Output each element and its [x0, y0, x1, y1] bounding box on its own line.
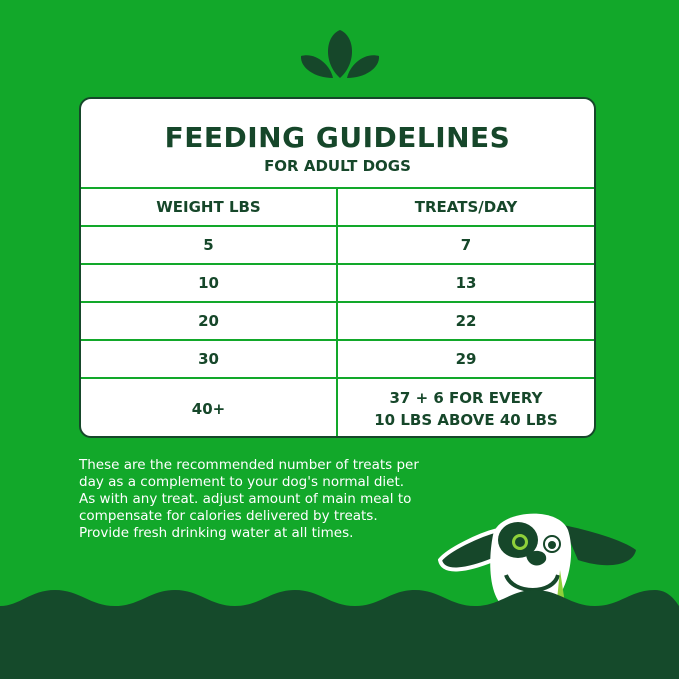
weight-cell: 40+ [81, 377, 338, 436]
table-row: 30 29 [81, 339, 594, 378]
weight-cell: 5 [81, 225, 338, 264]
treats-line-1: 37 + 6 FOR EVERY [389, 388, 543, 407]
weight-cell: 20 [81, 301, 338, 340]
card-subtitle: FOR ADULT DOGS [264, 157, 411, 175]
weight-cell: 30 [81, 339, 338, 378]
column-header-weight: WEIGHT LBS [81, 187, 338, 226]
treats-cell: 37 + 6 FOR EVERY 10 LBS ABOVE 40 LBS [337, 377, 594, 436]
weight-cell: 10 [81, 263, 338, 302]
table-row: 10 13 [81, 263, 594, 302]
table-row: 40+ 37 + 6 FOR EVERY 10 LBS ABOVE 40 LBS [81, 377, 594, 436]
dog-mascot [438, 513, 636, 610]
card-title: FEEDING GUIDELINES [164, 121, 511, 154]
leaf-sprout-icon [300, 30, 380, 78]
treats-line-2: 10 LBS ABOVE 40 LBS [374, 410, 558, 429]
treats-cell: 13 [337, 263, 594, 302]
treats-cell: 7 [337, 225, 594, 264]
feeding-note: These are the recommended number of trea… [79, 457, 419, 541]
column-header-treats: TREATS/DAY [337, 187, 594, 226]
treats-cell: 29 [337, 339, 594, 378]
table-header-row: WEIGHT LBS TREATS/DAY [81, 187, 594, 226]
feeding-guidelines-card: FEEDING GUIDELINES FOR ADULT DOGS WEIGHT… [79, 97, 596, 438]
table-row: 20 22 [81, 301, 594, 340]
treats-cell: 22 [337, 301, 594, 340]
